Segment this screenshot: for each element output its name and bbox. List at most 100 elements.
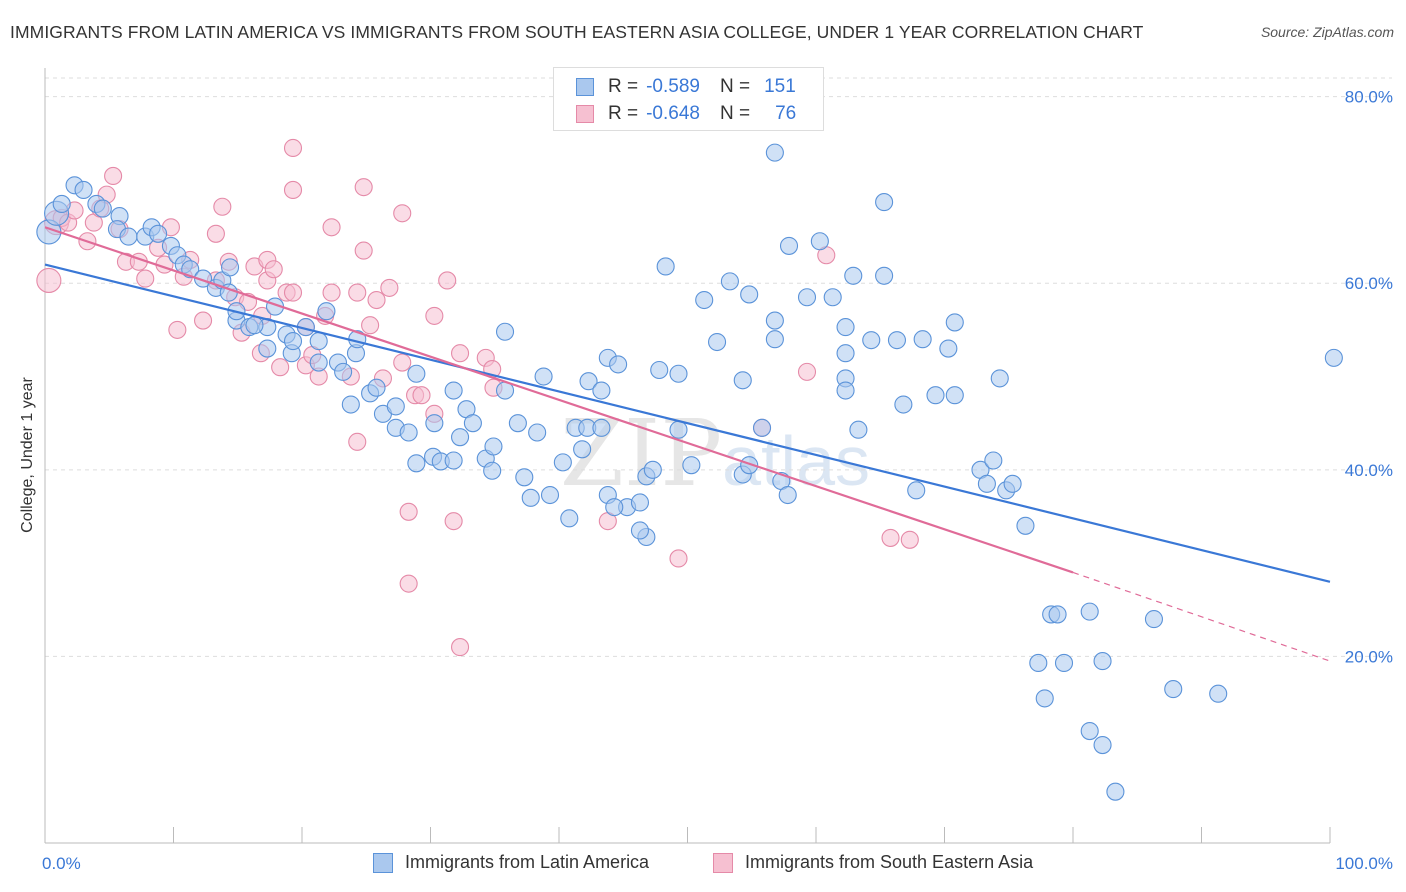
trend-line-asia (44, 226, 1074, 574)
latin-point (875, 266, 894, 285)
asia-point (881, 528, 900, 547)
latin-point (894, 395, 913, 414)
latin-point (399, 423, 418, 442)
legend-n-value: 151 (764, 76, 796, 97)
asia-point (213, 197, 232, 216)
legend-row-asia: R = -0.648 N = 76 (576, 103, 796, 125)
latin-point (495, 322, 515, 341)
asia-point (322, 283, 341, 302)
asia-point (104, 166, 123, 186)
latin-point (258, 339, 277, 358)
latin-point (1080, 602, 1099, 621)
latin-point (945, 313, 964, 332)
latin-point (990, 369, 1009, 388)
asia-point (393, 353, 412, 372)
latin-point (1054, 653, 1074, 672)
latin-point (875, 193, 894, 212)
latin-point (407, 364, 426, 383)
y-tick-label: 60.0% (1345, 274, 1393, 293)
asia-point (393, 204, 412, 223)
y-tick-label: 20.0% (1345, 647, 1393, 666)
chart-title: IMMIGRANTS FROM LATIN AMERICA VS IMMIGRA… (10, 22, 1144, 42)
latin-point (650, 360, 669, 380)
latin-point (451, 428, 470, 447)
asia-point (348, 432, 367, 451)
latin-point (1093, 652, 1112, 671)
asia-point (797, 362, 817, 381)
asia-point (451, 638, 470, 657)
latin-point (309, 332, 328, 351)
latin-point (52, 194, 71, 213)
asia-point (322, 218, 341, 237)
latin-point (484, 437, 503, 456)
latin-point (797, 288, 817, 307)
latin-point (1164, 680, 1183, 699)
asia-point (361, 316, 380, 335)
asia-point (399, 502, 418, 521)
latin-point (630, 493, 650, 512)
latin-point (515, 468, 534, 487)
latin-point (1029, 653, 1048, 672)
series-legend-latin[interactable]: Immigrants from Latin America (373, 852, 649, 873)
latin-point (778, 485, 797, 505)
latin-point (407, 454, 426, 473)
latin-point (1016, 516, 1035, 535)
latin-point (93, 199, 112, 218)
latin-point (444, 451, 463, 470)
latin-point (528, 423, 547, 442)
latin-point (283, 332, 303, 351)
legend-swatch-latin (576, 78, 594, 96)
asia-point (136, 269, 155, 288)
asia-point (354, 241, 373, 260)
latin-point (907, 481, 926, 500)
latin-point (245, 316, 264, 335)
asia-point (348, 283, 367, 302)
asia-point (451, 344, 470, 363)
latin-point (149, 224, 168, 243)
legend-r-value: -0.648 (646, 103, 700, 124)
asia-point (354, 178, 373, 197)
latin-point (540, 485, 560, 505)
latin-point (849, 420, 868, 439)
series-swatch-asia (713, 852, 733, 873)
latin-point (752, 418, 772, 437)
trend-lines (44, 226, 1331, 662)
x-tick-label: 100.0% (1335, 854, 1393, 873)
series-label-latin: Immigrants from Latin America (405, 852, 650, 872)
series-legend-asia[interactable]: Immigrants from South Eastern Asia (713, 852, 1033, 873)
gridlines (45, 77, 1392, 657)
asia-point (380, 278, 399, 297)
latin-point (779, 236, 799, 255)
latin-point (592, 418, 611, 437)
latin-point (643, 460, 662, 479)
asia-point (438, 271, 457, 290)
latin-points (36, 143, 1343, 801)
latin-point (740, 456, 759, 475)
tick-labels: 20.0% 40.0% 60.0% 80.0% 0.0% 100.0% (42, 88, 1393, 873)
asia-point (283, 283, 303, 302)
asia-point (206, 224, 225, 243)
latin-point (521, 488, 540, 507)
latin-point (977, 474, 996, 493)
axes (44, 68, 1331, 844)
latin-point (367, 378, 386, 397)
legend-n-value: 76 (775, 103, 797, 124)
latin-point (740, 285, 759, 304)
latin-point (483, 461, 502, 480)
latin-point (939, 339, 958, 358)
y-tick-label: 80.0% (1345, 88, 1393, 107)
legend-row-latin: R = -0.589 N = 151 (576, 76, 796, 98)
latin-point (560, 509, 579, 528)
latin-point (765, 330, 784, 349)
asia-point (271, 358, 290, 377)
series-swatch-latin (373, 852, 393, 873)
latin-point (836, 381, 855, 400)
legend-r-label: R = (608, 76, 639, 97)
latin-point (945, 386, 964, 405)
trend-line-asia-extension (1072, 571, 1331, 662)
latin-point (425, 414, 444, 433)
latin-point (887, 331, 907, 350)
asia-point (36, 267, 62, 293)
asia-point (194, 311, 213, 330)
